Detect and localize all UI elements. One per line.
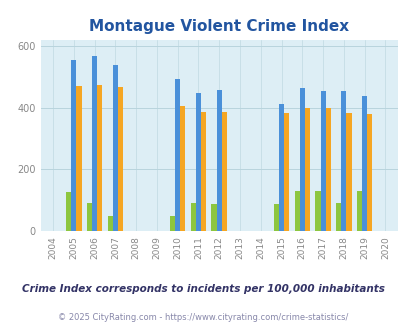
Bar (175, 79, 180, 231)
Bar (299, 88, 304, 231)
Bar (320, 90, 325, 231)
Bar (216, 90, 221, 231)
Bar (97, 85, 102, 231)
Bar (294, 191, 299, 231)
Bar (335, 203, 341, 231)
Text: © 2025 CityRating.com - https://www.cityrating.com/crime-statistics/: © 2025 CityRating.com - https://www.city… (58, 313, 347, 322)
Text: Crime Index corresponds to incidents per 100,000 inhabitants: Crime Index corresponds to incidents per… (21, 284, 384, 294)
Bar (273, 204, 278, 231)
Bar (92, 56, 97, 231)
Bar (87, 203, 92, 231)
Bar (76, 86, 81, 231)
Bar (325, 109, 330, 231)
Bar (169, 216, 175, 231)
Bar (200, 112, 206, 231)
Bar (361, 96, 367, 231)
Bar (284, 113, 289, 231)
Bar (107, 216, 113, 231)
Bar (315, 191, 320, 231)
Bar (195, 93, 200, 231)
Bar (345, 114, 351, 231)
Bar (356, 191, 361, 231)
Bar (304, 108, 309, 231)
Title: Montague Violent Crime Index: Montague Violent Crime Index (89, 19, 348, 34)
Bar (180, 106, 185, 231)
Bar (118, 86, 123, 231)
Bar (341, 91, 345, 231)
Bar (221, 112, 226, 231)
Bar (367, 114, 371, 231)
Bar (113, 65, 118, 231)
Bar (66, 192, 71, 231)
Bar (190, 203, 195, 231)
Bar (211, 204, 216, 231)
Bar (278, 104, 284, 231)
Bar (71, 60, 76, 231)
